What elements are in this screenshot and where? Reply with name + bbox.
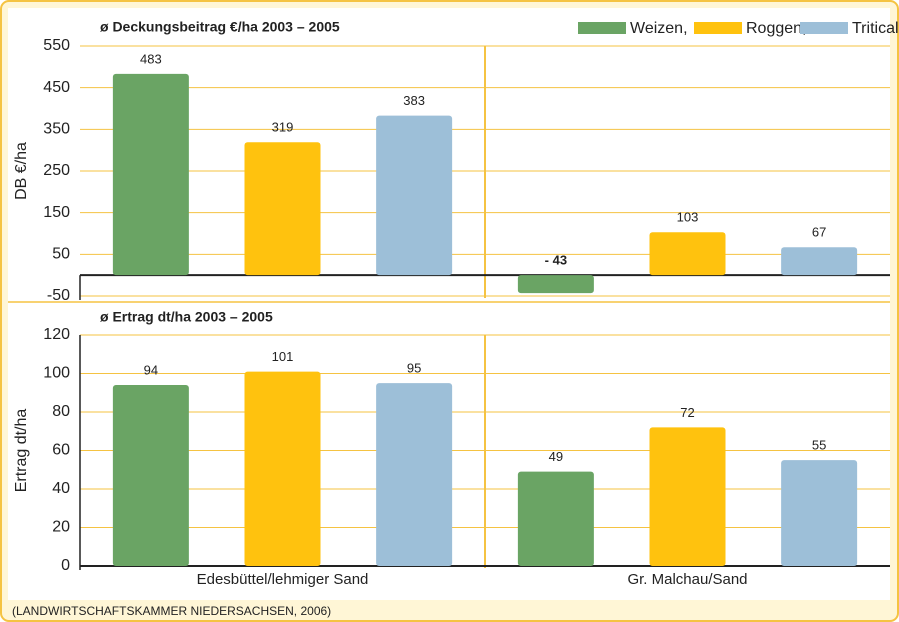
y-tick-label: 120: [43, 326, 70, 343]
value-label: 67: [812, 225, 826, 240]
value-label: 319: [272, 120, 294, 135]
bar: [244, 142, 321, 276]
value-label: 383: [403, 93, 425, 108]
y-tick-label: 80: [52, 403, 70, 420]
bar: [376, 383, 453, 566]
y-tick-label: -50: [47, 287, 70, 304]
y-tick-label: 60: [52, 442, 70, 459]
legend-swatch: [578, 22, 626, 34]
y-tick-label: 20: [52, 519, 70, 536]
legend-label: Triticale: [852, 20, 899, 37]
value-label: 483: [140, 51, 162, 66]
source: (LANDWIRTSCHAFTSKAMMER NIEDERSACHSEN, 20…: [12, 604, 331, 618]
x-tick-label: Gr. Malchau/Sand: [627, 571, 747, 588]
bar: [112, 73, 189, 276]
legend-label: Weizen,: [630, 20, 688, 37]
bar: [517, 275, 594, 294]
bar: [781, 460, 858, 566]
value-label: 103: [677, 210, 699, 225]
y-tick-label: 350: [43, 121, 70, 138]
bar: [649, 232, 726, 276]
legend-swatch: [800, 22, 848, 34]
chart-title: ø Ertrag dt/ha 2003 – 2005: [100, 309, 273, 325]
y-tick-label: 100: [43, 365, 70, 382]
chart-title: ø Deckungsbeitrag €/ha 2003 – 2005: [100, 19, 340, 35]
bar: [376, 115, 453, 276]
bar: [112, 385, 189, 566]
bar: [649, 427, 726, 566]
value-label: 72: [680, 405, 694, 420]
y-axis-title: DB €/ha: [13, 142, 30, 200]
y-tick-label: 250: [43, 162, 70, 179]
legend-label: Roggen,: [746, 20, 807, 37]
y-tick-label: 150: [43, 204, 70, 221]
value-label: 95: [407, 361, 421, 376]
y-tick-label: 0: [61, 557, 70, 574]
bar: [781, 247, 858, 276]
value-label: 94: [144, 362, 158, 377]
value-label: 49: [549, 449, 563, 464]
y-tick-label: 40: [52, 480, 70, 497]
y-tick-label: 450: [43, 79, 70, 96]
value-label: 55: [812, 438, 826, 453]
legend-swatch: [694, 22, 742, 34]
value-label: 101: [272, 349, 294, 364]
y-tick-label: 550: [43, 37, 70, 54]
y-tick-label: 50: [52, 246, 70, 263]
y-axis-title: Ertrag dt/ha: [13, 409, 30, 493]
bar: [517, 471, 594, 566]
x-tick-label: Edesbüttel/lehmiger Sand: [197, 571, 369, 588]
bar: [244, 371, 321, 566]
value-label: - 43: [545, 253, 567, 268]
